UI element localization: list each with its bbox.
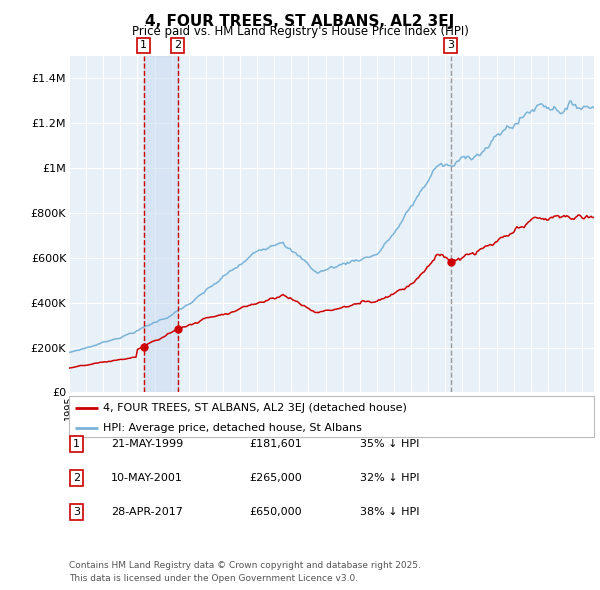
Bar [144, 56, 178, 392]
Text: £650,000: £650,000 [249, 507, 302, 517]
Text: 3: 3 [447, 41, 454, 51]
Text: Contains HM Land Registry data © Crown copyright and database right 2025.
This d: Contains HM Land Registry data © Crown c… [69, 562, 421, 583]
Text: 28-APR-2017: 28-APR-2017 [111, 507, 183, 517]
Text: 2: 2 [174, 41, 181, 51]
Text: Price paid vs. HM Land Registry's House Price Index (HPI): Price paid vs. HM Land Registry's House … [131, 25, 469, 38]
Text: 2: 2 [73, 473, 80, 483]
Text: 38% ↓ HPI: 38% ↓ HPI [360, 507, 419, 517]
Text: 32% ↓ HPI: 32% ↓ HPI [360, 473, 419, 483]
Text: £265,000: £265,000 [249, 473, 302, 483]
Text: 4, FOUR TREES, ST ALBANS, AL2 3EJ: 4, FOUR TREES, ST ALBANS, AL2 3EJ [145, 14, 455, 28]
Text: HPI: Average price, detached house, St Albans: HPI: Average price, detached house, St A… [103, 423, 362, 433]
Text: 35% ↓ HPI: 35% ↓ HPI [360, 439, 419, 448]
Text: £181,601: £181,601 [249, 439, 302, 448]
Text: 10-MAY-2001: 10-MAY-2001 [111, 473, 183, 483]
Text: 21-MAY-1999: 21-MAY-1999 [111, 439, 183, 448]
Text: 1: 1 [140, 41, 147, 51]
Text: 3: 3 [73, 507, 80, 517]
Text: 4, FOUR TREES, ST ALBANS, AL2 3EJ (detached house): 4, FOUR TREES, ST ALBANS, AL2 3EJ (detac… [103, 403, 407, 413]
Text: 1: 1 [73, 439, 80, 448]
